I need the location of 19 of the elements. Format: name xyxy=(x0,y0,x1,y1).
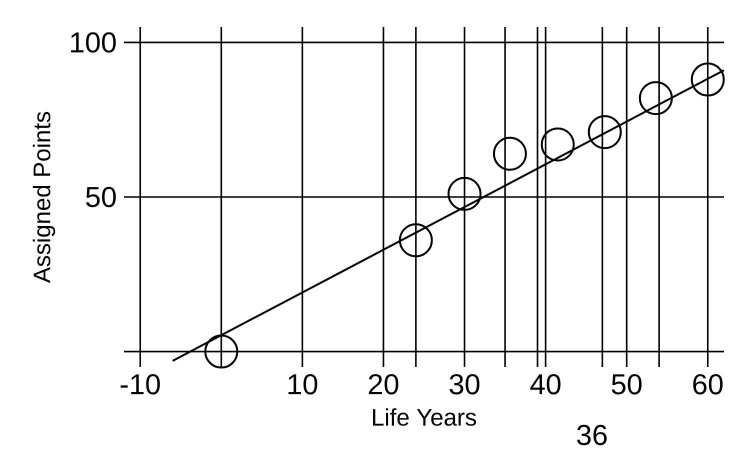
x-tick-label: 40 xyxy=(530,374,561,394)
point xyxy=(690,62,725,97)
y-axis-title: Assigned Points xyxy=(32,112,56,284)
point xyxy=(588,115,622,150)
point xyxy=(448,176,482,211)
y-tick-label: 100 xyxy=(71,32,116,53)
point xyxy=(204,334,238,369)
x-tick-label: 30 xyxy=(450,374,480,394)
point xyxy=(540,127,575,162)
x-tick-label: -10 xyxy=(120,374,160,394)
x-tick-label: 60 xyxy=(693,374,723,394)
x-axis-title: Life Years xyxy=(373,408,476,426)
point xyxy=(492,136,527,171)
x-tick-label: 50 xyxy=(612,374,642,394)
text: 36 xyxy=(577,424,607,446)
point xyxy=(398,223,433,258)
x-tick-label: 10 xyxy=(288,374,318,394)
x-tick-label: 20 xyxy=(368,374,398,394)
point xyxy=(638,81,673,116)
